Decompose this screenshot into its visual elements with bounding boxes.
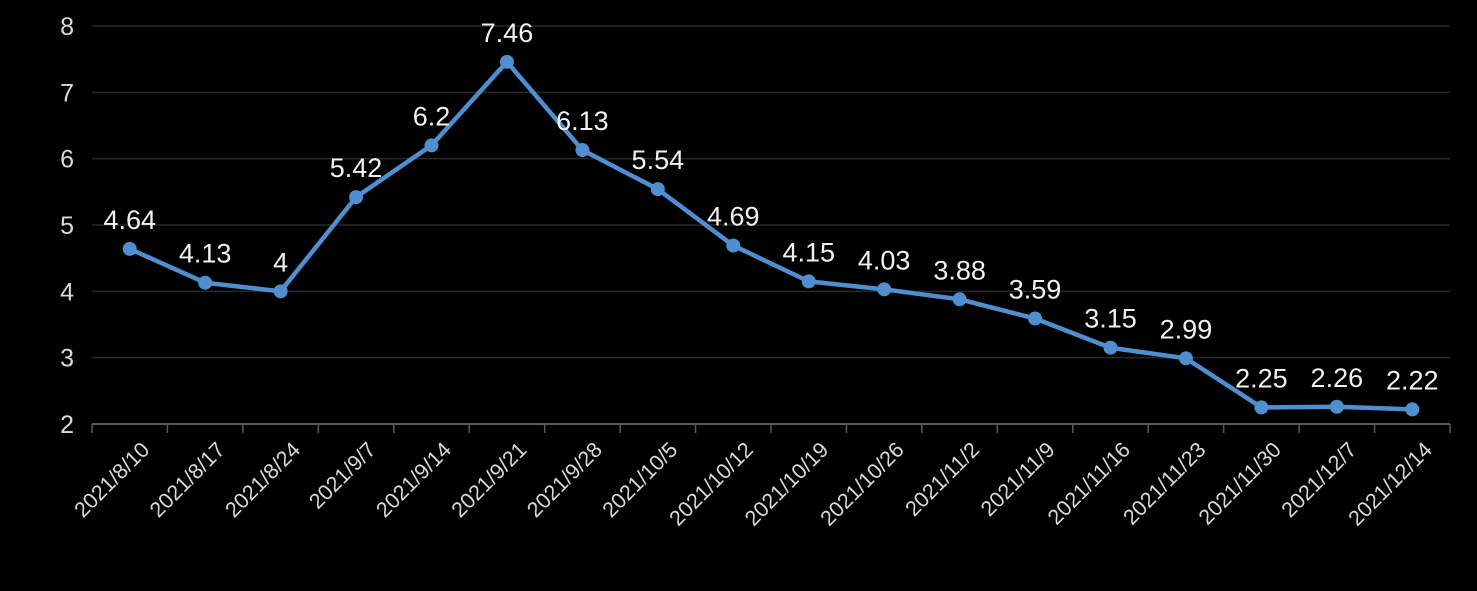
y-axis-tick-label: 5 <box>60 212 74 240</box>
data-point <box>499 54 514 69</box>
data-label: 7.46 <box>481 18 534 48</box>
data-point <box>650 182 665 197</box>
x-axis-tick-label: 2021/11/2 <box>901 438 984 521</box>
data-label: 3.15 <box>1084 304 1137 334</box>
data-point <box>952 292 967 307</box>
y-axis-tick-label: 7 <box>60 79 74 107</box>
data-label: 2.26 <box>1311 363 1364 393</box>
y-axis-tick-label: 8 <box>60 13 74 41</box>
data-point <box>1405 402 1420 417</box>
x-axis-tick-label: 2021/11/30 <box>1194 438 1286 530</box>
data-point <box>1254 400 1269 415</box>
data-point <box>726 238 741 253</box>
data-label: 6.13 <box>556 106 609 136</box>
data-label: 4 <box>273 247 288 277</box>
data-label: 4.15 <box>782 237 835 267</box>
x-axis-tick-label: 2021/8/24 <box>221 438 306 523</box>
data-label: 5.42 <box>330 153 383 183</box>
x-axis-tick-label: 2021/8/17 <box>145 438 230 523</box>
y-axis-tick-label: 3 <box>60 345 74 373</box>
data-point <box>424 138 439 153</box>
x-axis-tick-label: 2021/8/10 <box>70 438 155 523</box>
y-axis-tick-label: 2 <box>60 411 74 439</box>
data-point <box>1329 399 1344 414</box>
data-point <box>198 275 213 290</box>
data-label: 2.22 <box>1386 365 1439 395</box>
data-point <box>273 284 288 299</box>
data-label: 2.25 <box>1235 363 1288 393</box>
data-label: 4.13 <box>179 239 232 269</box>
x-axis-tick-label: 2021/9/21 <box>447 438 532 523</box>
data-point <box>122 241 137 256</box>
series-line <box>127 59 1415 412</box>
x-axis-tick-label: 2021/9/28 <box>522 438 607 523</box>
data-label: 3.59 <box>1009 275 1062 305</box>
data-label: 6.2 <box>413 101 451 131</box>
data-label: 4.03 <box>858 245 911 275</box>
data-point <box>1178 351 1193 366</box>
y-axis-tick-label: 4 <box>60 278 74 306</box>
data-label: 5.54 <box>632 145 685 175</box>
data-label: 4.69 <box>707 202 760 232</box>
data-label: 2.99 <box>1160 314 1213 344</box>
data-point <box>349 190 364 205</box>
data-label: 3.88 <box>933 255 986 285</box>
data-point <box>1103 340 1118 355</box>
data-point <box>575 143 590 158</box>
x-axis-tick-label: 2021/9/14 <box>371 438 456 523</box>
data-point <box>1028 311 1043 326</box>
data-point <box>801 274 816 289</box>
data-point <box>877 282 892 297</box>
data-label: 4.64 <box>103 205 156 235</box>
y-axis-tick-label: 6 <box>60 146 74 174</box>
x-axis-tick-label: 2021/9/7 <box>304 438 380 514</box>
